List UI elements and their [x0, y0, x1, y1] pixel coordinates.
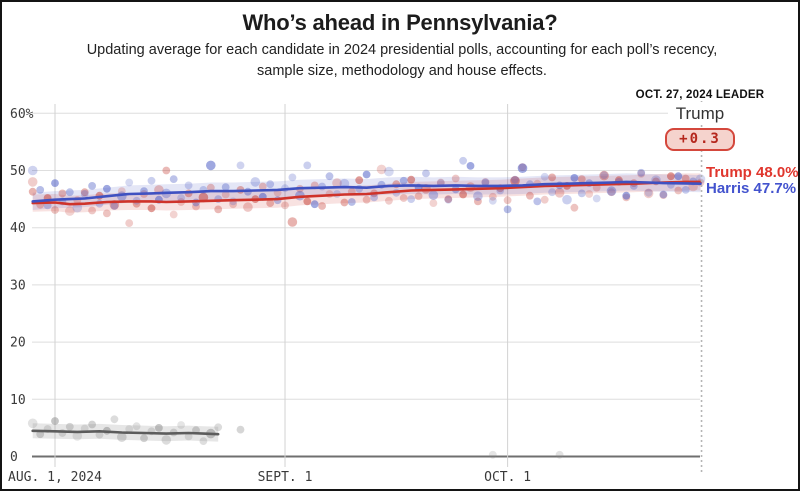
- chart-subtitle: Updating average for each candidate in 2…: [86, 42, 718, 80]
- svg-text:10: 10: [10, 393, 26, 408]
- svg-text:SEPT. 1: SEPT. 1: [258, 470, 313, 485]
- svg-text:0: 0: [10, 450, 18, 465]
- svg-text:60%: 60%: [10, 107, 34, 122]
- other-trend-line: [31, 429, 220, 436]
- trend-lines: [31, 180, 702, 436]
- svg-text:30: 30: [10, 278, 26, 293]
- x-tick-labels: AUG. 1, 2024 SEPT. 1 OCT. 1: [8, 470, 531, 485]
- svg-text:AUG. 1, 2024: AUG. 1, 2024: [8, 470, 102, 485]
- y-tick-labels: 0 10 20 30 40 50 60%: [10, 107, 34, 465]
- harris-trend-line: [31, 180, 702, 203]
- confidence-bands: [32, 173, 701, 442]
- page-title: Who’s ahead in Pennsylvania?: [242, 10, 558, 35]
- harris-band: [32, 173, 701, 210]
- y-gridlines: [32, 112, 700, 458]
- svg-text:40: 40: [10, 221, 26, 236]
- trump-end-label: Trump 48.0%: [706, 164, 799, 181]
- svg-text:50: 50: [10, 164, 26, 179]
- harris-poll-dots: [27, 156, 706, 214]
- harris-end-label: Harris 47.7%: [706, 180, 797, 197]
- svg-text:OCT. 1: OCT. 1: [484, 470, 531, 485]
- svg-text:20: 20: [10, 336, 26, 351]
- x-gridlines: [54, 104, 509, 467]
- trump-trend-line: [31, 180, 702, 206]
